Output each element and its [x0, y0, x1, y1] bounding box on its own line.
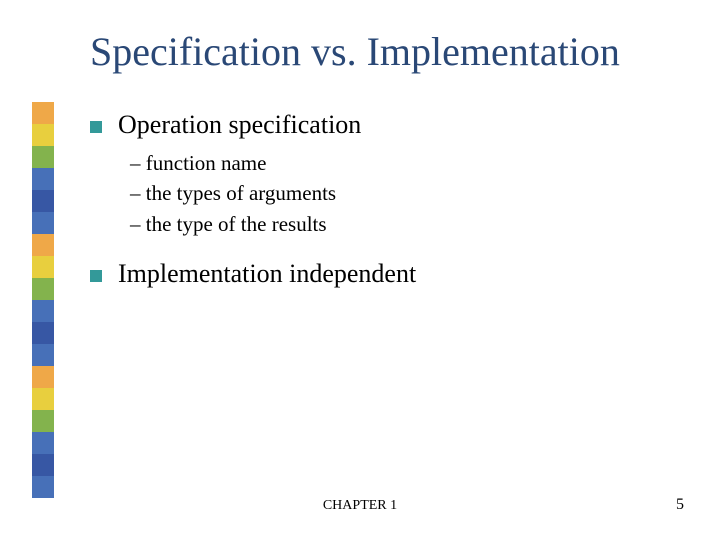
bullet-item: Implementation independent: [90, 259, 680, 289]
sidebar-color-block: [32, 344, 54, 366]
sub-list: – function name– the types of arguments–…: [130, 148, 680, 239]
bullet-square-icon: [90, 121, 102, 133]
bullet-item: Operation specification: [90, 110, 680, 140]
sidebar-color-block: [32, 146, 54, 168]
sub-item: – the types of arguments: [130, 178, 680, 208]
sidebar-color-block: [32, 322, 54, 344]
sidebar-color-block: [32, 300, 54, 322]
sidebar-color-block: [32, 278, 54, 300]
slide-title: Specification vs. Implementation: [90, 30, 680, 74]
sidebar-color-block: [32, 256, 54, 278]
sidebar-color-block: [32, 476, 54, 498]
decorative-sidebar: [32, 102, 54, 498]
sidebar-color-block: [32, 102, 54, 124]
sidebar-color-block: [32, 410, 54, 432]
bullet-text: Operation specification: [118, 110, 361, 140]
sidebar-color-block: [32, 190, 54, 212]
sub-item: – function name: [130, 148, 680, 178]
sidebar-color-block: [32, 168, 54, 190]
bullet-text: Implementation independent: [118, 259, 416, 289]
footer-chapter: CHAPTER 1: [0, 498, 720, 514]
sidebar-color-block: [32, 234, 54, 256]
sidebar-color-block: [32, 432, 54, 454]
bullet-square-icon: [90, 270, 102, 282]
sidebar-color-block: [32, 124, 54, 146]
sidebar-color-block: [32, 366, 54, 388]
sidebar-color-block: [32, 454, 54, 476]
footer-page-number: 5: [676, 496, 684, 514]
sidebar-color-block: [32, 212, 54, 234]
slide-content: Specification vs. Implementation Operati…: [90, 30, 680, 297]
sub-item: – the type of the results: [130, 209, 680, 239]
sidebar-color-block: [32, 388, 54, 410]
